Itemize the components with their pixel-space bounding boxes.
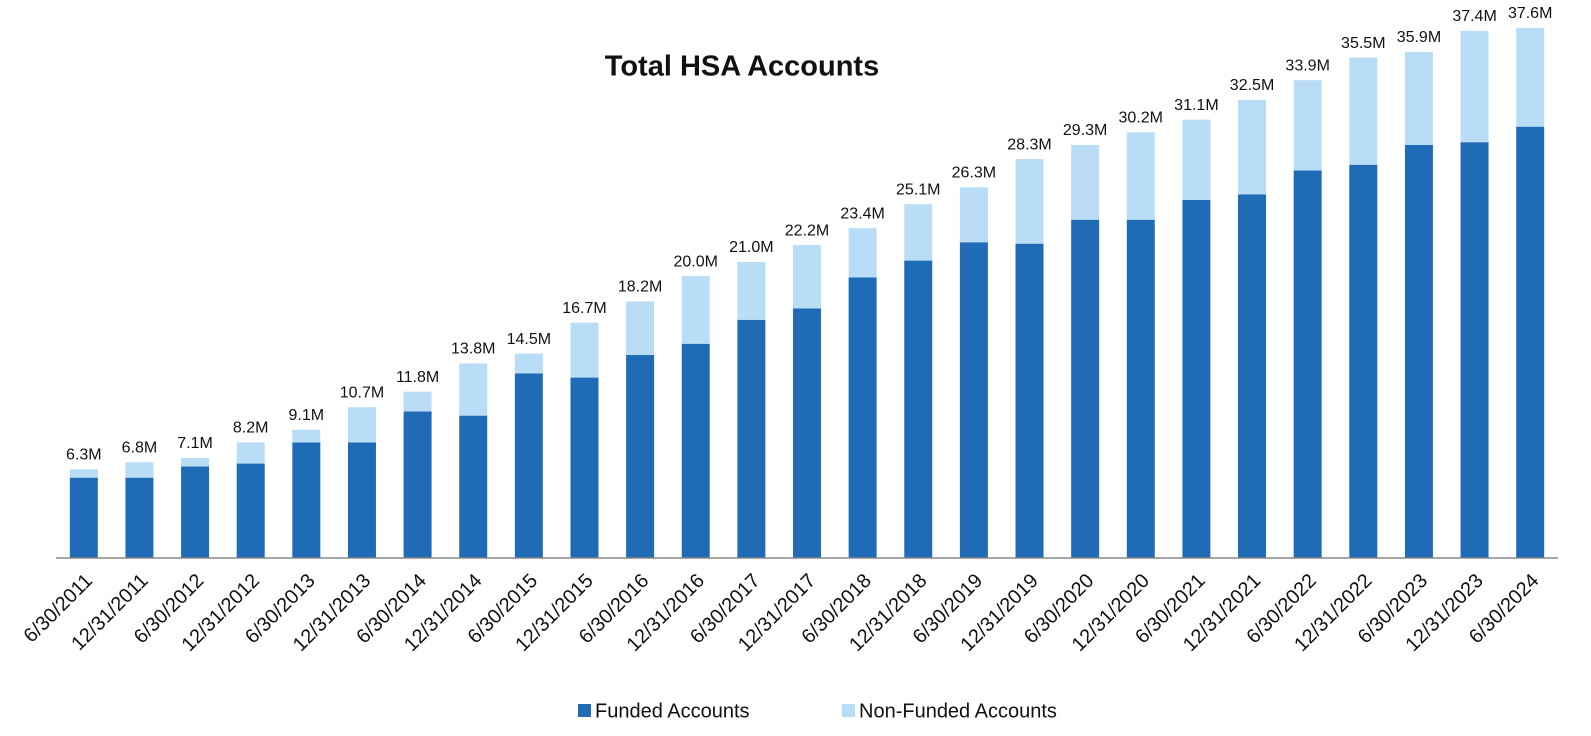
total-label: 32.5M (1230, 77, 1274, 94)
total-label: 26.3M (952, 165, 996, 182)
total-label: 6.8M (122, 439, 158, 456)
bar-segment (681, 276, 710, 344)
total-label: 20.0M (674, 253, 718, 270)
bar-segment (570, 377, 599, 558)
legend-label: Funded Accounts (595, 700, 750, 722)
bar-segment (514, 373, 543, 558)
bar-segment (1182, 119, 1211, 200)
bar-segment (69, 477, 98, 558)
bar-segment (459, 363, 488, 416)
bar-segment (1071, 219, 1100, 558)
bar-segment (125, 462, 154, 478)
total-label: 37.4M (1452, 8, 1496, 25)
total-label: 7.1M (177, 435, 213, 452)
bar-segment (181, 466, 210, 558)
bar-segment (1126, 132, 1155, 220)
bar-segment (1126, 219, 1155, 558)
legend-swatch (842, 704, 855, 717)
chart-title: Total HSA Accounts (605, 51, 879, 83)
total-label: 21.0M (729, 239, 773, 256)
bar-segment (570, 322, 599, 378)
bar-segment (681, 343, 710, 558)
total-label: 11.8M (396, 369, 439, 386)
bar-segment (959, 187, 988, 243)
total-label: 37.6M (1508, 5, 1552, 22)
bar-segment (236, 463, 265, 558)
bar-segment (1071, 144, 1100, 220)
bar-segment (1238, 194, 1267, 559)
bar-segment (1238, 99, 1267, 195)
total-label: 28.3M (1007, 136, 1051, 153)
total-label: 23.4M (840, 205, 884, 222)
total-label: 16.7M (562, 300, 606, 317)
bar-segment (959, 242, 988, 559)
bar-segment (626, 301, 655, 356)
bar-segment (904, 204, 933, 261)
bar-segment (292, 429, 321, 443)
bar-segment (292, 442, 321, 558)
bar-segment (403, 411, 432, 558)
bar-segment (1460, 30, 1489, 143)
bar-segment (347, 407, 376, 443)
bar-segment (793, 308, 821, 558)
bar-segment (737, 261, 766, 320)
total-label: 18.2M (618, 279, 662, 296)
total-label: 35.5M (1341, 35, 1385, 52)
total-label: 14.5M (507, 331, 551, 348)
total-label: 31.1M (1174, 97, 1218, 114)
bar-segment (514, 353, 543, 374)
bar-segment (125, 477, 154, 558)
bar-segment (904, 260, 933, 558)
bar-segment (1015, 159, 1044, 244)
bar-segment (848, 228, 877, 278)
total-label: 6.3M (66, 446, 102, 463)
total-label: 13.8M (451, 341, 495, 358)
bar-segment (1404, 144, 1433, 558)
legend-swatch (578, 704, 591, 717)
bar-segment (1015, 243, 1044, 558)
bar-segment (1182, 199, 1211, 558)
bar-segment (626, 355, 655, 558)
bar-segment (737, 319, 766, 558)
bar-segment (1293, 80, 1322, 171)
legend-label: Non-Funded Accounts (859, 700, 1057, 722)
bar-segment (347, 442, 376, 558)
bar-segment (403, 391, 432, 412)
bar-segment (1516, 126, 1545, 558)
total-label: 33.9M (1285, 57, 1329, 74)
bar-segment (69, 469, 98, 478)
bar-segment (1516, 28, 1545, 127)
bar-segment (1404, 51, 1433, 145)
bar-segment (181, 457, 210, 467)
bar-segment (1349, 164, 1378, 558)
total-label: 29.3M (1063, 122, 1107, 139)
bar-segment (1293, 170, 1322, 559)
total-label: 35.9M (1397, 29, 1441, 46)
total-label: 10.7M (340, 384, 384, 401)
total-label: 22.2M (785, 222, 829, 239)
bar-segment (1460, 142, 1489, 558)
total-label: 25.1M (896, 181, 940, 198)
total-label: 9.1M (289, 407, 325, 424)
total-label: 30.2M (1119, 110, 1163, 127)
bar-segment (459, 415, 488, 558)
bar-segment (236, 442, 265, 464)
bar-segment (848, 277, 877, 558)
bar-segment (793, 245, 821, 309)
bar-segment (1349, 57, 1378, 165)
total-label: 8.2M (233, 420, 269, 437)
